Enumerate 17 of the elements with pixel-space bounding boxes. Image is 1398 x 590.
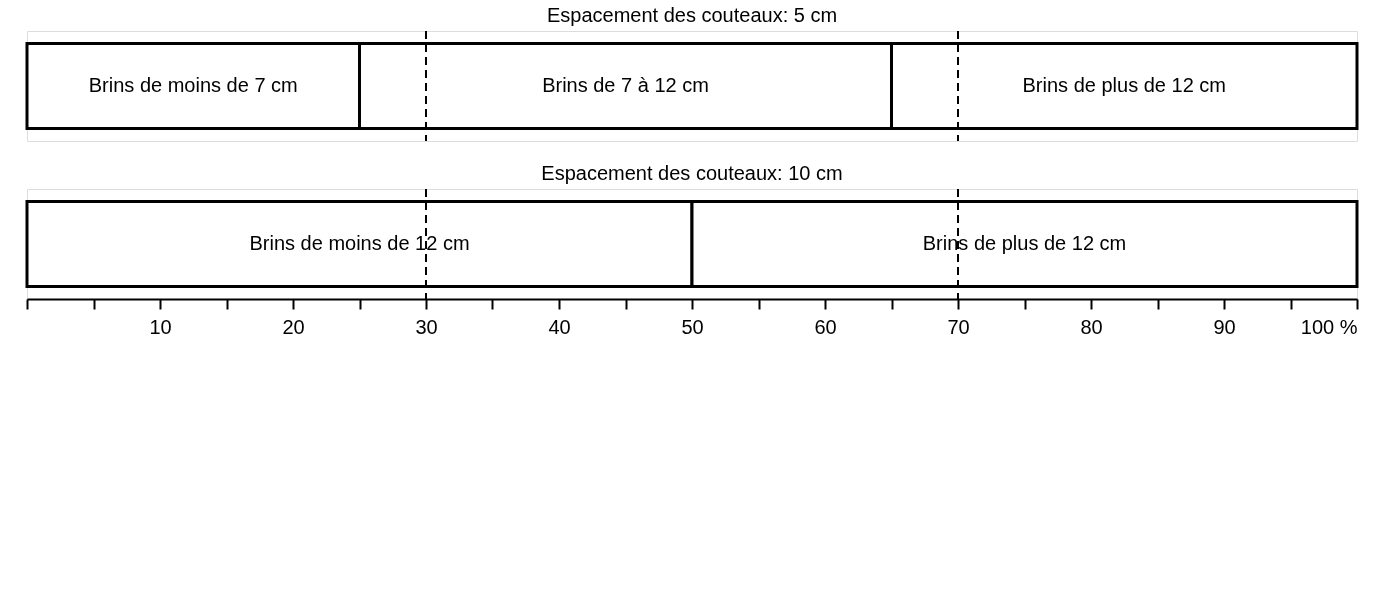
x-tick-label: 30 — [415, 315, 438, 338]
x-tick-label: 20 — [282, 315, 305, 338]
x-tick-label: 10 — [149, 315, 172, 338]
series-label: Brins de plus de 12 cm — [922, 232, 1127, 254]
x-tick-label: 50 — [681, 315, 704, 338]
chart-title: Espacement des couteaux: 5 cm — [546, 4, 838, 26]
x-tick-label: 60 — [814, 315, 837, 338]
series-label: Brins de moins de 7 cm — [88, 74, 298, 96]
x-tick-label: 80 — [1080, 315, 1103, 338]
x-tick-label: 100 % — [1300, 315, 1358, 338]
series-label: Brins de moins de 12 cm — [249, 232, 470, 254]
x-tick-label: 70 — [947, 315, 970, 338]
series-label: Brins de 7 à 12 cm — [542, 74, 709, 96]
chart-title: Espacement des couteaux: 10 cm — [541, 162, 843, 184]
x-tick-label: 40 — [548, 315, 571, 338]
x-tick-label: 90 — [1213, 315, 1236, 338]
series-label: Brins de plus de 12 cm — [1022, 74, 1226, 96]
